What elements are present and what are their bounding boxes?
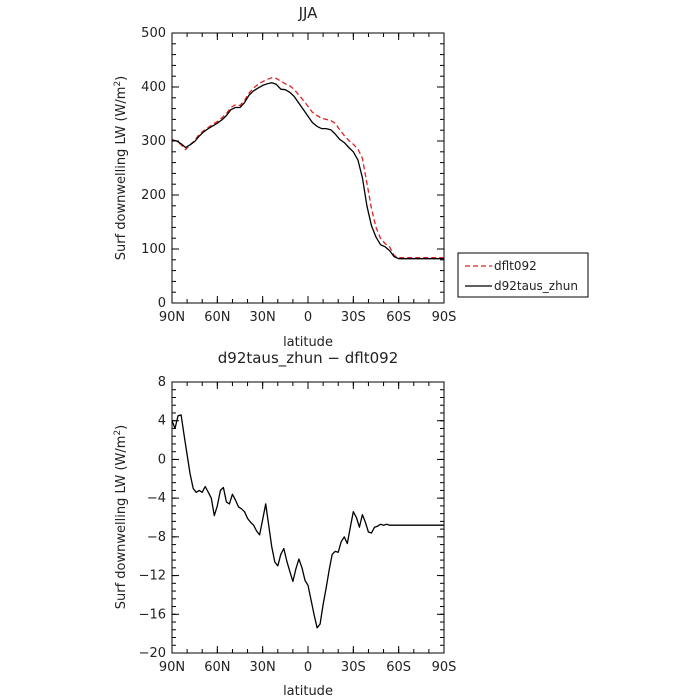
legend-label-d92taus-zhun: d92taus_zhun (494, 279, 578, 293)
top-x-tick-label: 30N (250, 310, 276, 325)
legend: dflt092 d92taus_zhun (457, 252, 589, 298)
bottom-y-tick-label: 8 (158, 375, 166, 390)
top-series-line-dflt092 (171, 77, 444, 259)
top-x-tick-label: 90S (432, 310, 457, 325)
bottom-x-tick-label: 90N (159, 660, 185, 675)
top-x-tick-label: 0 (304, 310, 312, 325)
bottom-chart-title: d92taus_zhun − dflt092 (218, 349, 398, 368)
legend-label-dflt092: dflt092 (494, 259, 537, 273)
bottom-y-tick-label: −8 (147, 530, 166, 545)
top-axes: 90N 60N 30N 0 30S 60S 90S 0 100 200 300 400 500 (141, 26, 456, 325)
bottom-x-tick-label: 60N (204, 660, 230, 675)
bottom-y-tick-label: 0 (158, 452, 166, 467)
bottom-y-tick-label: −12 (139, 569, 166, 584)
bottom-x-tick-label: 60S (386, 660, 411, 675)
top-panel: JJA latitude Surf downwelling LW (W/m2) … (113, 4, 456, 350)
top-y-tick-label: 500 (141, 26, 166, 41)
bottom-y-axis-label: Surf downwelling LW (W/m2) (113, 425, 129, 610)
bottom-y-tick-label: 4 (158, 414, 166, 429)
top-y-tick-label: 200 (141, 188, 166, 203)
top-x-axis-label: latitude (283, 335, 333, 350)
top-series-line-d92taus-zhun (171, 82, 444, 260)
top-x-tick-label: 90N (159, 310, 185, 325)
top-plot-frame (171, 32, 445, 304)
top-y-tick-label: 0 (158, 296, 166, 311)
bottom-x-axis-label: latitude (283, 684, 333, 699)
bottom-plot-frame (171, 381, 445, 654)
top-x-tick-label: 60S (386, 310, 411, 325)
top-y-tick-label: 300 (141, 134, 166, 149)
bottom-panel: d92taus_zhun − dflt092 latitude Surf dow… (113, 349, 456, 699)
top-x-tick-label: 60N (204, 310, 230, 325)
bottom-x-tick-label: 90S (432, 660, 457, 675)
bottom-y-tick-label: −20 (139, 646, 166, 661)
top-y-tick-label: 400 (141, 80, 166, 95)
top-y-tick-label: 100 (141, 242, 166, 257)
top-x-tick-label: 30S (341, 310, 366, 325)
bottom-axes: 90N 60N 30N 0 30S 60S 90S −20 −16 −12 −8 −4 0 4 8 (139, 375, 457, 675)
bottom-x-tick-label: 30N (250, 660, 276, 675)
bottom-y-tick-label: −16 (139, 607, 166, 622)
top-y-axis-label: Surf downwelling LW (W/m2) (113, 76, 129, 261)
top-series-group (171, 77, 444, 260)
bottom-series-group (171, 414, 444, 629)
top-chart-title: JJA (298, 4, 319, 22)
bottom-x-tick-label: 30S (341, 660, 366, 675)
bottom-series-line-d92taus-zhun-dflt092 (171, 414, 444, 629)
bottom-x-tick-label: 0 (304, 660, 312, 675)
bottom-y-tick-label: −4 (147, 491, 166, 506)
legend-box (457, 252, 589, 298)
